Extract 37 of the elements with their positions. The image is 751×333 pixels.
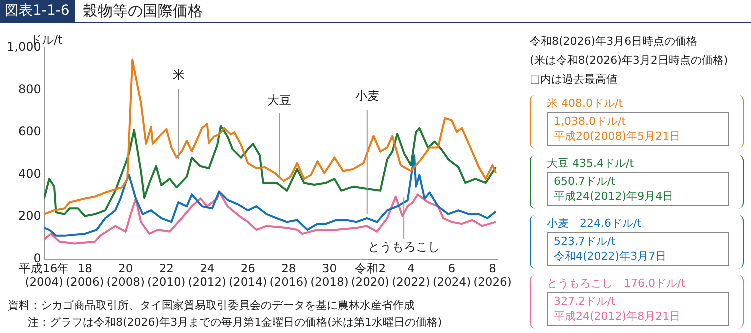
x-tick-label: 22 (2010) <box>148 261 186 290</box>
text: 大豆 435.4ドル/t <box>546 156 636 171</box>
x-tick-label: 令和2 (2020) <box>351 261 390 290</box>
text: 米 408.0ドル/t <box>546 96 624 111</box>
text: 小麦 224.6ドル/t <box>546 216 643 231</box>
text: 大豆 <box>268 93 292 108</box>
text: □内は過去最高値 <box>530 72 618 88</box>
text: 1,038.0ドル/t <box>554 114 628 129</box>
text: (米は令和8(2026)年3月2日時点の価格) <box>530 53 730 69</box>
x-tick-label: 8 (2026) <box>474 261 512 290</box>
text: 資料：シカゴ商品取引所、タイ国家貿易取引委員会のデータを基に農林水産省作成 <box>8 298 416 314</box>
text: 平成20(2008)年5月21日 <box>554 129 682 144</box>
text: 米 <box>172 68 185 82</box>
text: 小麦 <box>355 89 380 104</box>
y-tick-label: 400 <box>18 166 42 181</box>
chart-subtitle: 図表1-1-6 <box>0 0 75 22</box>
text: 327.2ドル/t <box>554 294 617 309</box>
y-tick-label: 200 <box>18 209 42 224</box>
text: 650.7ドル/t <box>554 174 617 189</box>
x-tick-label: 28 (2016) <box>270 261 308 290</box>
x-tick-label: 26 (2014) <box>229 261 268 290</box>
y-tick-label: 600 <box>18 124 42 139</box>
x-tick-label: 4 (2022) <box>392 261 430 290</box>
text: 平成24(2012)年9月4日 <box>554 189 675 204</box>
x-tick-label: 30 (2018) <box>310 261 349 290</box>
x-tick-label: 24 (2012) <box>188 261 227 290</box>
chart-title: 穀物等の国際価格 <box>82 2 203 20</box>
x-tick-label: 6 (2024) <box>432 261 472 290</box>
text: 523.7ドル/t <box>554 234 617 249</box>
y-tick-label: 800 <box>18 82 42 96</box>
text: 平成24(2012)年8月21日 <box>554 309 682 324</box>
text: 令和4(2022)年3月7日 <box>554 249 668 264</box>
x-tick-label: 20 (2008) <box>106 261 145 290</box>
series-label: とうもろこし <box>368 240 440 254</box>
text: 令和8(2026)年3月6日時点の価格 <box>530 34 699 50</box>
text: 注：グラフは令和8(2026)年3月までの毎月第1金曜日の価格(米は第1水曜日の価格) <box>27 315 442 331</box>
text: とうもろこし 176.0ドル/t <box>546 276 687 291</box>
